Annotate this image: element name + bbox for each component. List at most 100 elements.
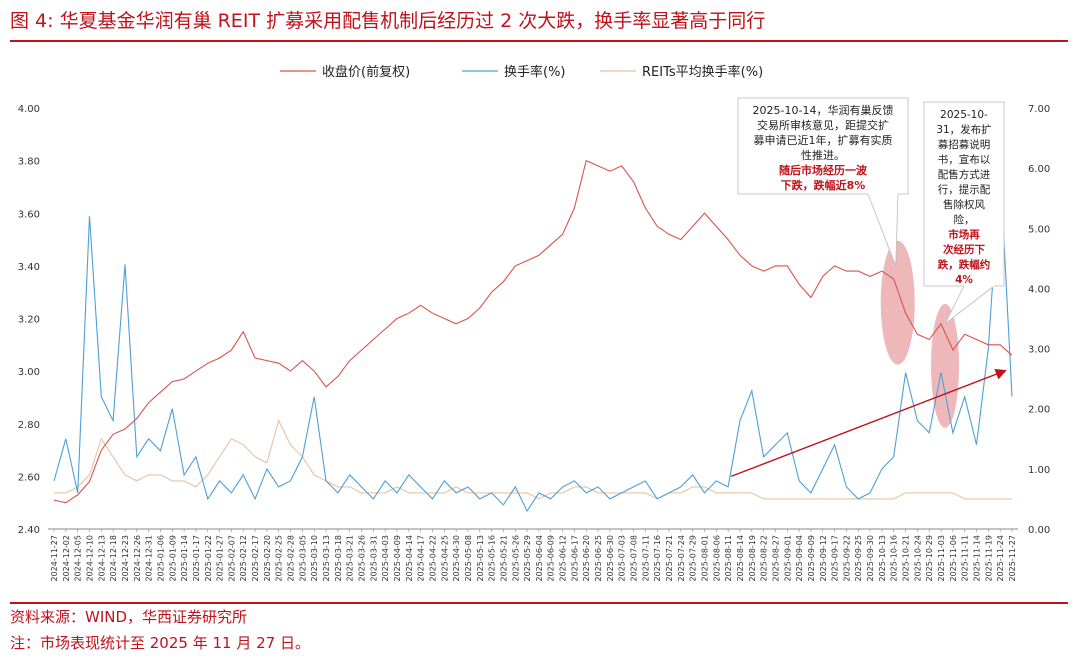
- series-line: [53, 159, 1013, 504]
- callout-highlight: 下跌，跌幅近8%: [781, 178, 866, 192]
- series-lines: [53, 159, 1013, 513]
- callout-box: [923, 101, 1005, 287]
- x-tick-label: 2024-12-05: [74, 535, 83, 582]
- callout-text: 行，提示配: [938, 183, 991, 196]
- callout-pointer: [944, 285, 996, 325]
- x-tick-label: 2025-03-21: [346, 535, 355, 582]
- callout-highlight: 次经历下: [943, 243, 985, 256]
- x-tick-label: 2025-01-17: [192, 535, 201, 582]
- x-tick-label: 2025-06-30: [606, 535, 615, 582]
- x-tick-label: 2025-03-05: [298, 535, 307, 582]
- x-tick-label: 2025-07-24: [677, 535, 686, 582]
- x-tick-label: 2025-10-16: [890, 535, 899, 582]
- x-tick-label: 2025-02-07: [227, 535, 236, 582]
- legend-label: 换手率(%): [504, 64, 566, 80]
- x-tick-label: 2025-01-06: [156, 535, 165, 582]
- x-tick-label: 2025-11-11: [961, 535, 970, 582]
- legend-label: 收盘价(前复权): [322, 64, 410, 80]
- x-tick-label: 2025-05-16: [488, 535, 497, 582]
- callout-text: 2025-10-: [940, 109, 988, 121]
- x-tick-label: 2025-02-20: [263, 535, 272, 582]
- x-tick-label: 2025-08-06: [712, 535, 721, 582]
- x-tick-label: 2024-12-10: [85, 535, 94, 582]
- y-right-tick-label: 1.00: [1028, 465, 1050, 476]
- x-tick-label: 2025-06-12: [559, 535, 568, 582]
- x-tick-label: 2025-05-21: [499, 535, 508, 582]
- y-left-tick-label: 2.40: [18, 525, 40, 536]
- y-right-tick-label: 7.00: [1028, 104, 1050, 115]
- x-tick-label: 2025-07-21: [665, 535, 674, 582]
- x-tick-label: 2025-01-14: [180, 535, 189, 582]
- legend: 收盘价(前复权) 换手率(%) REITs平均换手率(%): [280, 64, 763, 80]
- x-tick-label: 2025-10-29: [925, 535, 934, 582]
- x-tick-label: 2025-11-27: [1008, 535, 1017, 582]
- source-text: 资料来源：WIND，华西证券研究所: [10, 608, 248, 626]
- x-tick-label: 2025-04-03: [381, 535, 390, 582]
- y-left-tick-label: 3.00: [18, 367, 40, 378]
- x-tick-label: 2025-07-08: [630, 535, 639, 582]
- x-tick-label: 2025-07-29: [689, 535, 698, 582]
- x-tick-label: 2025-02-28: [287, 535, 296, 582]
- y-left-tick-label: 3.40: [18, 262, 40, 273]
- x-tick-label: 2024-12-31: [145, 535, 154, 582]
- x-tick-label: 2025-11-14: [973, 535, 982, 582]
- x-tick-label: 2025-03-31: [369, 535, 378, 582]
- y-left-tick-label: 2.80: [18, 420, 40, 431]
- legend-label: REITs平均换手率(%): [642, 64, 763, 80]
- y-right-tick-label: 5.00: [1028, 224, 1050, 235]
- x-tick-label: 2025-06-20: [582, 535, 591, 582]
- x-tick-label: 2025-08-01: [700, 535, 709, 582]
- callout-box: [737, 97, 909, 195]
- annotations: 2025-10-14，华润有巢反馈交易所审核意见，距提交扩募申请已近1年，扩募有…: [730, 97, 1007, 478]
- callout-highlight: 市场再: [948, 228, 980, 241]
- x-tick-label: 2024-12-13: [97, 535, 106, 582]
- axes: 2.40 2.60 2.80 3.00 3.20 3.40 3.60 3.80 4.00 0.00…: [18, 104, 1051, 582]
- x-tick-label: 2025-03-18: [334, 535, 343, 582]
- x-tick-label: 2025-05-13: [476, 535, 485, 582]
- x-tick-label: 2025-04-09: [393, 535, 402, 582]
- series-line: [54, 419, 1012, 500]
- x-tick-label: 2025-08-27: [771, 535, 780, 582]
- x-tick-label: 2025-10-24: [913, 535, 922, 582]
- callout-pointer: [867, 193, 899, 267]
- x-tick-label: 2025-07-03: [618, 535, 627, 582]
- callout-highlight: 跌，跌幅约: [938, 258, 991, 271]
- x-tick-label: 2025-06-17: [570, 535, 579, 582]
- x-tick-label: 2025-06-04: [535, 535, 544, 582]
- x-tick-label: 2024-12-02: [62, 535, 71, 582]
- x-tick-label: 2025-09-04: [795, 535, 804, 582]
- callout-text: 募招募说明: [938, 138, 991, 151]
- x-tick-label: 2025-09-01: [783, 535, 792, 582]
- callout-text: 险，: [954, 213, 975, 226]
- x-tick-label: 2025-06-25: [594, 535, 603, 582]
- x-tick-label: 2025-02-12: [239, 535, 248, 582]
- x-tick-label: 2025-01-27: [216, 535, 225, 582]
- x-tick-label: 2025-09-25: [854, 535, 863, 582]
- x-tick-label: 2024-12-26: [133, 535, 142, 582]
- y-left-tick-label: 2.60: [18, 472, 40, 483]
- x-tick-label: 2025-10-21: [902, 535, 911, 582]
- x-tick-label: 2024-12-23: [121, 535, 130, 582]
- trend-arrow: [730, 368, 1007, 478]
- title-rule: [10, 40, 1068, 42]
- y-left-tick-label: 3.80: [18, 157, 40, 168]
- x-tick-label: 2025-04-22: [428, 535, 437, 582]
- x-tick-label: 2025-07-11: [641, 535, 650, 582]
- callout-text: 2025-10-14，华润有巢反馈: [753, 103, 894, 117]
- y-right-tick-label: 2.00: [1028, 405, 1050, 416]
- x-tick-label: 2025-06-09: [547, 535, 556, 582]
- note-text: 注：市场表现统计至 2025 年 11 月 27 日。: [10, 634, 310, 652]
- x-tick-label: 2025-10-13: [878, 535, 887, 582]
- x-tick-label: 2025-11-06: [949, 535, 958, 582]
- x-tick-label: 2025-11-24: [996, 535, 1005, 582]
- series-line: [53, 168, 1013, 513]
- x-tick-label: 2025-08-14: [736, 535, 745, 582]
- x-tick-label: 2025-05-26: [511, 535, 520, 582]
- x-tick-label: 2025-04-30: [452, 535, 461, 582]
- callout-text: 性推进。: [801, 148, 845, 162]
- x-tick-label: 2025-08-22: [760, 535, 769, 582]
- x-tick-label: 2025-11-19: [984, 535, 993, 582]
- footer-rule: [10, 602, 1068, 604]
- callout-text: 募申请已近1年，扩募有实质: [754, 133, 893, 147]
- x-tick-label: 2025-09-12: [819, 535, 828, 582]
